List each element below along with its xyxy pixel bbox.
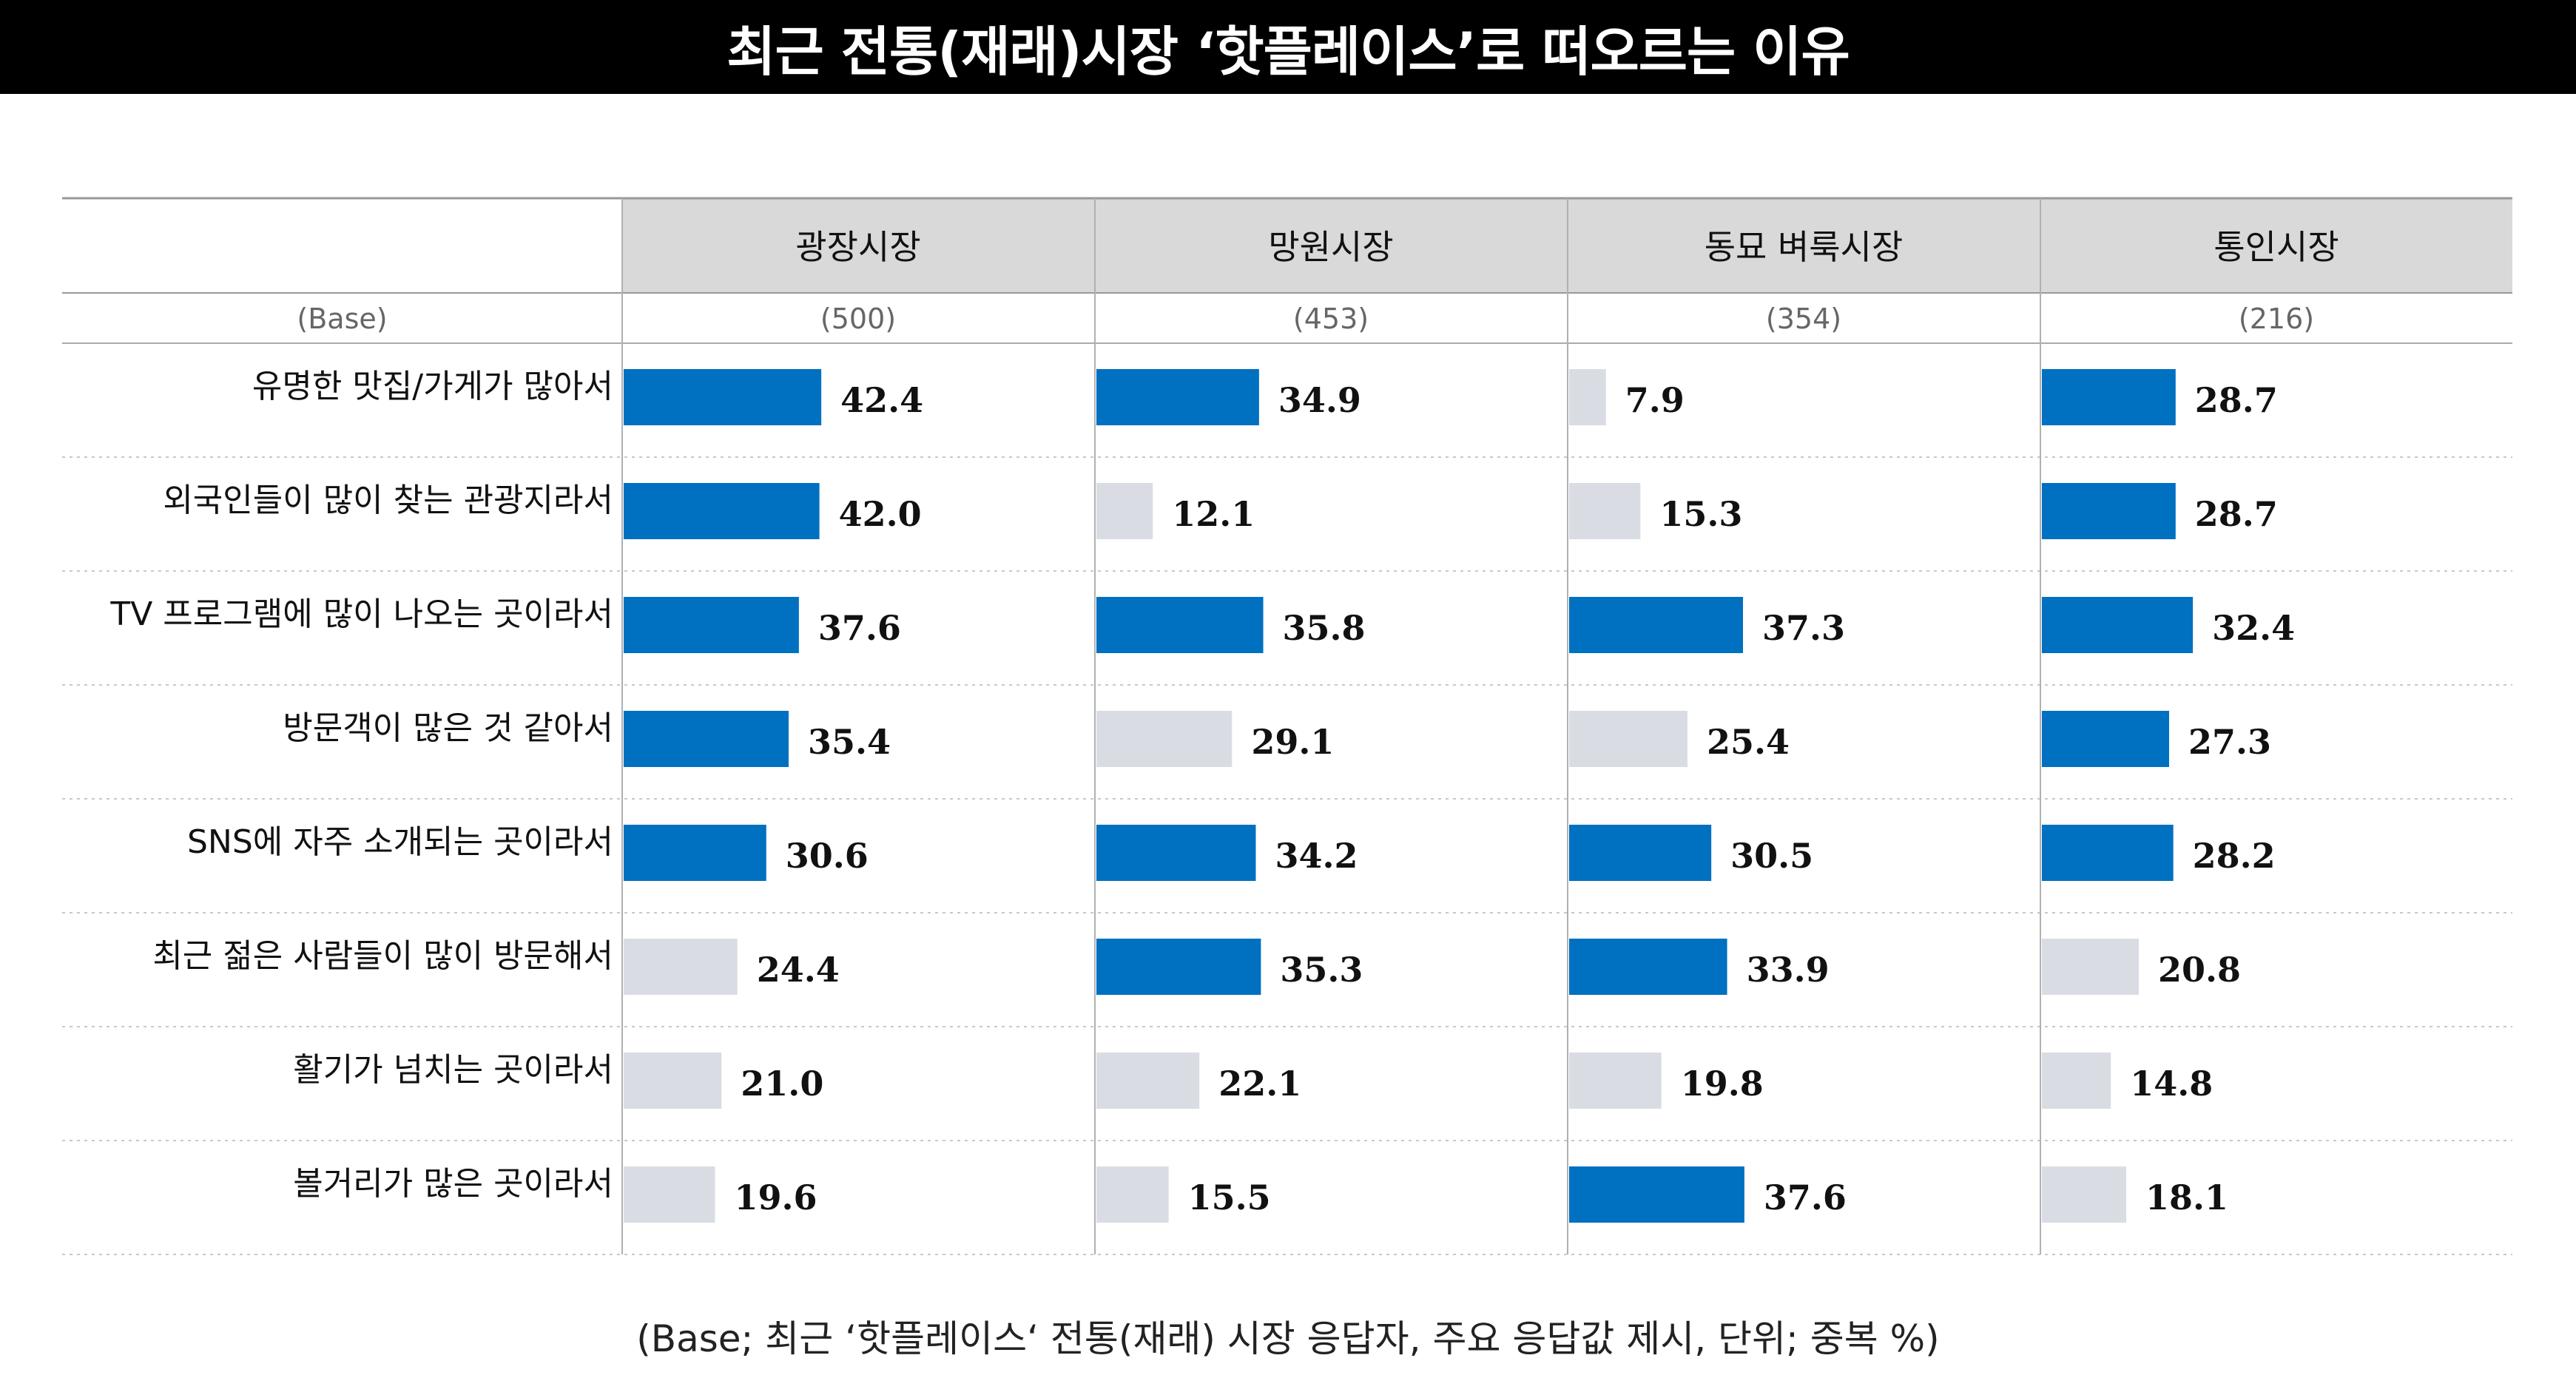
row-label: 최근 젊은 사람들이 많이 방문해서 xyxy=(152,937,613,975)
bar xyxy=(1569,939,1727,995)
value-label: 15.3 xyxy=(1659,494,1742,534)
value-label: 21.0 xyxy=(741,1064,823,1104)
value-label: 32.4 xyxy=(2212,608,2295,648)
bar xyxy=(1569,1166,1744,1223)
chart-title: 최근 전통(재래)시장 ‘핫플레이스’로 떠오르는 이유 xyxy=(0,0,2576,94)
value-label: 12.1 xyxy=(1172,494,1255,534)
market-headers: (Base) 광장시장 (500) 망원시장 (453) 동묘 벼룩시장 (354) 통인시장… xyxy=(297,227,2339,335)
value-label: 22.1 xyxy=(1218,1064,1301,1104)
bar xyxy=(1569,369,1606,425)
row-label: 볼거리가 많은 곳이라서 xyxy=(293,1165,613,1203)
value-label: 24.4 xyxy=(757,950,840,990)
bar xyxy=(624,825,766,881)
value-label: 34.9 xyxy=(1278,380,1361,420)
value-label: 18.1 xyxy=(2145,1178,2228,1217)
bar xyxy=(2042,369,2176,425)
bar xyxy=(2042,711,2169,767)
bar xyxy=(2042,825,2174,881)
value-label: 35.8 xyxy=(1283,608,1366,648)
bar xyxy=(624,1053,722,1109)
market-header: 광장시장 xyxy=(795,227,920,267)
value-label: 19.6 xyxy=(734,1178,817,1217)
bar xyxy=(1096,597,1264,653)
value-label: 29.1 xyxy=(1251,722,1334,762)
bar xyxy=(2042,483,2176,539)
bar xyxy=(2042,1053,2111,1109)
value-label: 34.2 xyxy=(1275,836,1358,876)
bar xyxy=(624,1166,715,1223)
market-base-count: (216) xyxy=(2239,303,2314,335)
market-base-count: (500) xyxy=(820,303,896,335)
bar xyxy=(1096,939,1261,995)
bar xyxy=(624,369,822,425)
value-label: 27.3 xyxy=(2188,722,2271,762)
bar xyxy=(1569,825,1712,881)
value-label: 28.2 xyxy=(2193,836,2276,876)
bar xyxy=(1096,711,1233,767)
value-label: 35.4 xyxy=(808,722,891,762)
bar xyxy=(1096,825,1256,881)
bar xyxy=(2042,939,2140,995)
bar xyxy=(2042,1166,2127,1223)
row-label: TV 프로그램에 많이 나오는 곳이라서 xyxy=(109,595,613,633)
market-header: 망원시장 xyxy=(1268,227,1393,267)
table-structure xyxy=(62,197,2512,1255)
value-label: 15.5 xyxy=(1188,1178,1271,1217)
row-label: 유명한 맛집/가게가 많아서 xyxy=(252,368,613,405)
market-base-count: (453) xyxy=(1293,303,1369,335)
value-label: 7.9 xyxy=(1625,380,1685,420)
value-label: 28.7 xyxy=(2195,494,2278,534)
bar xyxy=(1569,483,1641,539)
value-label: 35.3 xyxy=(1280,950,1363,990)
bar xyxy=(1096,1166,1169,1223)
value-label: 42.4 xyxy=(840,380,923,420)
footnote: (Base; 최근 ‘핫플레이스‘ 전통(재래) 시장 응답자, 주요 응답값 … xyxy=(636,1317,1940,1360)
value-label: 37.6 xyxy=(1764,1178,1847,1217)
value-label: 30.5 xyxy=(1730,836,1813,876)
row-label: 외국인들이 많이 찾는 관광지라서 xyxy=(163,482,613,519)
bar xyxy=(1569,711,1688,767)
value-label: 37.3 xyxy=(1762,608,1845,648)
value-label: 20.8 xyxy=(2158,950,2241,990)
bars xyxy=(624,369,2194,1223)
bar xyxy=(624,711,789,767)
value-labels: 42.4 42.0 37.6 35.4 30.6 24.4 21.0 19.6 34.9 12.1… xyxy=(734,380,2295,1217)
row-label: 방문객이 많은 것 같아서 xyxy=(283,709,613,747)
market-header: 동묘 벼룩시장 xyxy=(1705,227,1904,267)
value-label: 14.8 xyxy=(2130,1064,2213,1104)
value-label: 37.6 xyxy=(818,608,901,648)
value-label: 25.4 xyxy=(1707,722,1790,762)
bar xyxy=(2042,597,2194,653)
bar xyxy=(624,597,799,653)
bar xyxy=(624,939,738,995)
bar xyxy=(1569,1053,1662,1109)
row-label: SNS에 자주 소개되는 곳이라서 xyxy=(187,823,613,861)
base-label: (Base) xyxy=(297,303,387,335)
bar xyxy=(624,483,820,539)
value-label: 28.7 xyxy=(2195,380,2278,420)
market-base-count: (354) xyxy=(1766,303,1841,335)
chart-panel: (Base) 광장시장 (500) 망원시장 (453) 동묘 벼룩시장 (354) 통인시장… xyxy=(62,197,2512,1255)
bar xyxy=(1569,597,1743,653)
bar xyxy=(1096,369,1259,425)
bar xyxy=(1096,1053,1200,1109)
value-label: 19.8 xyxy=(1681,1064,1764,1104)
bar xyxy=(1096,483,1153,539)
value-label: 42.0 xyxy=(839,494,922,534)
market-header: 통인시장 xyxy=(2213,227,2339,267)
row-label: 활기가 넘치는 곳이라서 xyxy=(293,1051,613,1089)
value-label: 30.6 xyxy=(786,836,869,876)
value-label: 33.9 xyxy=(1747,950,1830,990)
